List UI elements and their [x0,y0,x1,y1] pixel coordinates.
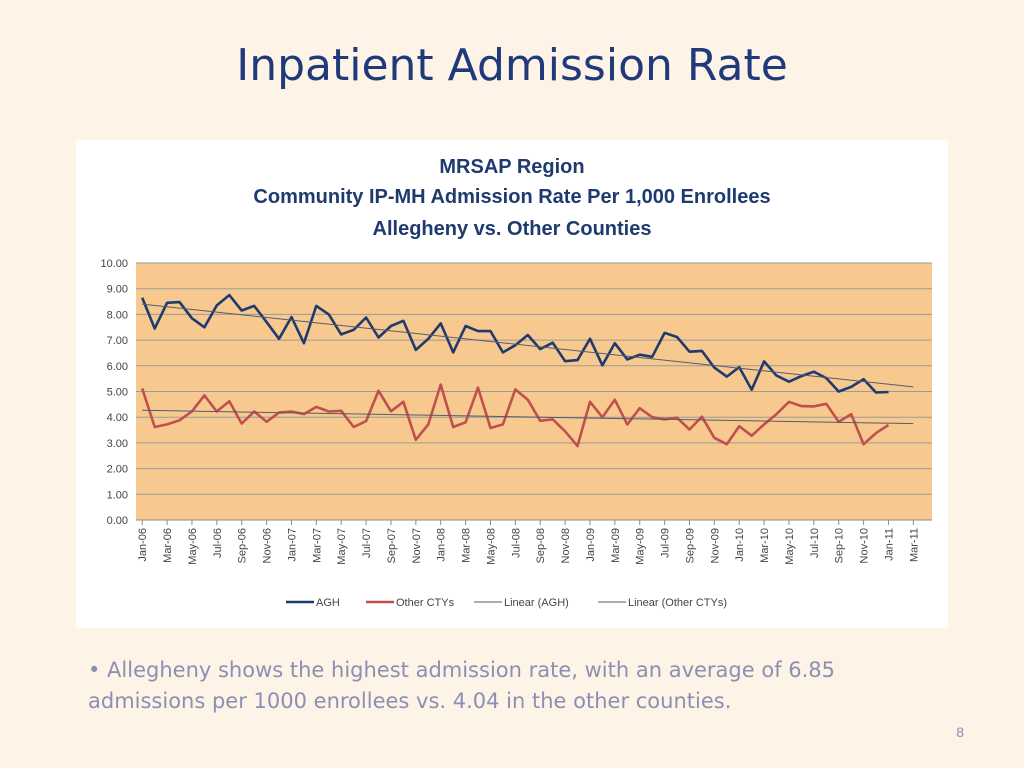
x-tick-label: May-10 [784,528,796,565]
y-tick-label: 6.00 [107,361,128,373]
series-line-linear-other-ctys [142,409,914,425]
x-tick-label: Sep-07 [386,528,398,563]
x-tick-label: Sep-06 [237,528,249,563]
x-tick-label: May-06 [187,528,199,565]
y-tick-label: 2.00 [107,464,128,476]
x-tick-label: Mar-10 [759,528,771,563]
x-tick-label: Sep-08 [535,528,547,563]
chart-panel: MRSAP Region Community IP-MH Admission Ra… [76,140,948,628]
x-tick-label: Mar-11 [908,528,920,562]
x-tick-label: Sep-10 [834,528,846,563]
legend-label: Other CTYs [396,597,455,609]
y-tick-label: 8.00 [107,309,128,321]
x-tick-label: Nov-07 [411,528,423,563]
series-line-linear-agh [142,303,914,388]
x-tick-label: Jan-06 [137,528,149,562]
y-tick-label: 3.00 [107,438,128,450]
y-tick-label: 10.00 [100,258,128,270]
x-tick-label: Jan-08 [436,528,448,562]
x-tick-label: Jan-09 [585,528,597,562]
x-tick-label: Jul-09 [660,528,672,558]
series-line-other-ctys [140,383,890,448]
y-tick-label: 1.00 [107,489,128,501]
y-tick-label: 9.00 [107,284,128,296]
y-tick-label: 4.00 [107,412,128,424]
summary-bullet: • Allegheny shows the highest admission … [88,658,836,713]
x-tick-label: Jul-10 [809,528,821,558]
chart-title-line-1: MRSAP Region [439,156,584,178]
x-tick-label: May-08 [485,528,497,565]
slide-title: Inpatient Admission Rate [236,40,788,91]
x-tick-label: Nov-06 [262,528,274,563]
series-line-agh [140,293,889,394]
chart-title-line-3: Allegheny vs. Other Counties [373,218,652,240]
x-tick-label: Nov-08 [560,528,572,563]
x-tick-label: May-07 [336,528,348,565]
x-tick-label: Jul-08 [510,528,522,558]
y-tick-label: 7.00 [107,335,128,347]
x-tick-label: Mar-06 [162,528,174,563]
x-tick-label: Jan-11 [883,528,895,561]
y-tick-label: 0.00 [107,515,128,527]
legend-label: Linear (AGH) [504,597,569,609]
x-tick-label: Nov-10 [859,528,871,563]
y-tick-label: 5.00 [107,387,128,399]
x-tick-label: Jul-06 [212,528,224,558]
page-number: 8 [956,724,964,740]
chart-title-line-2: Community IP-MH Admission Rate Per 1,000… [253,186,770,208]
x-tick-label: Jan-10 [734,528,746,562]
x-tick-label: Jan-07 [286,528,298,562]
x-tick-label: Jul-07 [361,528,373,558]
x-tick-label: Mar-08 [461,528,473,563]
x-tick-label: May-09 [635,528,647,565]
x-tick-label: Mar-07 [311,528,323,563]
legend-label: AGH [316,597,340,609]
x-tick-label: Sep-09 [684,528,696,563]
legend-label: Linear (Other CTYs) [628,597,727,609]
x-tick-label: Nov-09 [709,528,721,563]
x-tick-label: Mar-09 [610,528,622,563]
line-chart: MRSAP Region Community IP-MH Admission Ra… [100,156,932,609]
